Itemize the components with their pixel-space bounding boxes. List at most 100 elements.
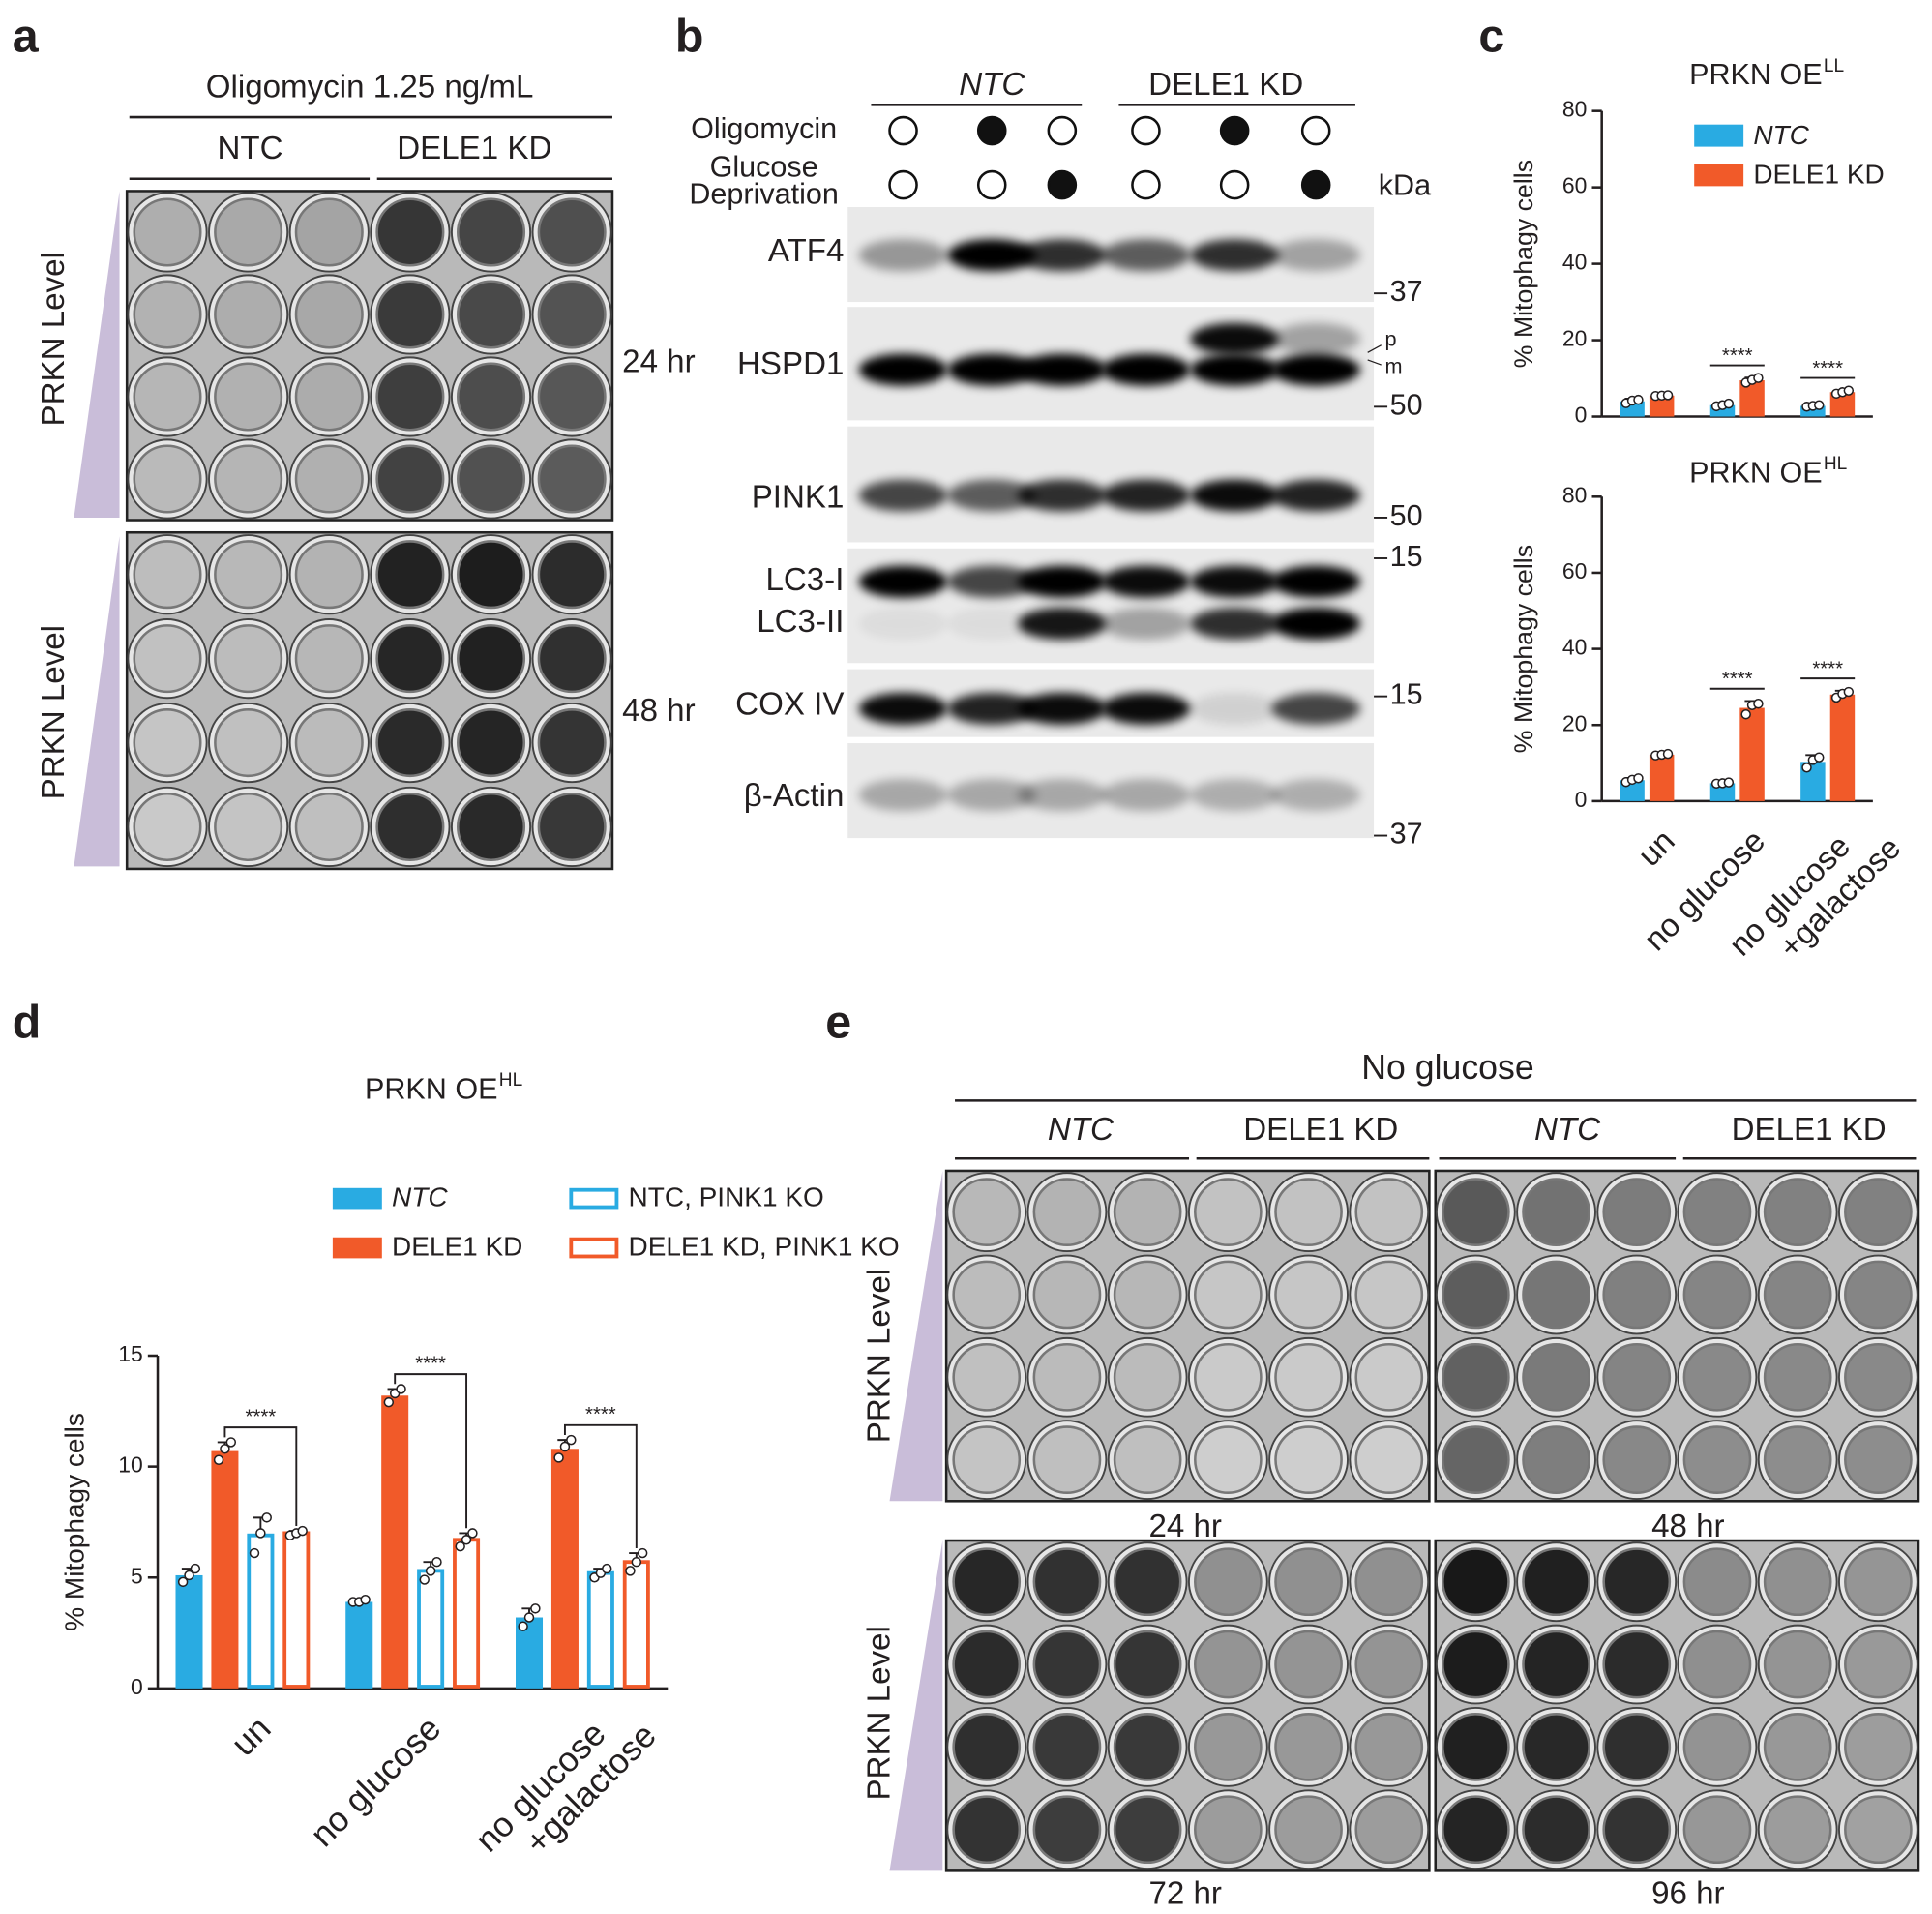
band <box>947 353 1037 386</box>
row-label: PRKN Level <box>36 625 72 799</box>
y-tick-label: 0 <box>131 1674 143 1699</box>
time-label: 72 hr <box>1148 1876 1221 1912</box>
well <box>952 1795 1022 1865</box>
well <box>1032 1342 1102 1412</box>
well <box>1194 1795 1263 1865</box>
well <box>457 540 526 610</box>
x-tick-label-group: un <box>1631 823 1681 874</box>
band <box>1101 565 1191 598</box>
band <box>947 778 1037 812</box>
band <box>1190 353 1279 386</box>
data-point <box>249 1547 260 1559</box>
y-axis-label: % Mitophagy cells <box>1509 160 1538 368</box>
well <box>1844 1547 1913 1617</box>
data-point <box>383 1396 395 1408</box>
bar <box>1829 694 1856 801</box>
well <box>1763 1342 1832 1412</box>
bar <box>586 1570 614 1689</box>
level-triangle <box>74 536 120 867</box>
band-pointer <box>1367 359 1382 366</box>
well <box>1032 1178 1102 1246</box>
legend-swatch <box>1694 124 1744 147</box>
well <box>1274 1260 1343 1330</box>
chart-title-superscript: HL <box>1824 454 1847 474</box>
band <box>858 607 948 641</box>
chart-title-superscript: LL <box>1824 56 1844 76</box>
well <box>952 1178 1022 1246</box>
well <box>1682 1178 1752 1246</box>
well <box>1442 1630 1510 1699</box>
condition-label: Oligomycin <box>691 112 837 145</box>
well <box>1763 1178 1832 1246</box>
well <box>1354 1630 1424 1699</box>
x-tick-label-group: no glucose+galactose <box>467 1714 663 1862</box>
well <box>1274 1178 1343 1246</box>
x-tick-label: no glucose <box>303 1709 448 1854</box>
y-tick-label: 15 <box>118 1341 142 1366</box>
well <box>133 624 202 694</box>
data-point <box>297 1525 308 1537</box>
data-point <box>396 1384 406 1394</box>
significance-label: **** <box>415 1353 446 1374</box>
blot-label: β-Actin <box>744 778 845 814</box>
well <box>457 624 526 694</box>
y-tick-label: 80 <box>1562 482 1587 507</box>
well <box>952 1630 1022 1699</box>
treatment-marker <box>1219 115 1250 146</box>
band <box>858 692 948 725</box>
data-point <box>1740 709 1751 720</box>
well <box>375 792 445 862</box>
chart-title: PRKN OE <box>1689 456 1822 489</box>
y-tick-label: 60 <box>1562 173 1587 198</box>
band <box>1271 778 1361 812</box>
data-point <box>177 1576 189 1588</box>
plate <box>944 1539 1431 1872</box>
band <box>858 778 948 812</box>
group-label: NTC <box>959 67 1025 103</box>
data-point <box>637 1547 648 1559</box>
group-label: DELE1 KD <box>1732 1112 1887 1148</box>
well <box>1844 1795 1913 1865</box>
data-point <box>419 1574 430 1585</box>
well <box>537 792 607 862</box>
marker-label: 37 <box>1390 275 1423 308</box>
x-tick-label-group: un <box>223 1709 278 1763</box>
band <box>947 607 1037 641</box>
condition-label: Deprivation <box>689 178 839 211</box>
well <box>1763 1713 1832 1781</box>
bar <box>175 1574 203 1689</box>
bar <box>1739 707 1765 801</box>
well <box>133 362 202 432</box>
plate <box>125 530 614 871</box>
band <box>1271 239 1361 272</box>
well <box>1274 1795 1343 1865</box>
well <box>375 540 445 610</box>
bar <box>550 1449 579 1689</box>
legend-swatch <box>332 1187 382 1210</box>
y-tick-label: 0 <box>1575 403 1588 428</box>
data-point <box>1753 699 1764 709</box>
bar <box>211 1450 239 1689</box>
well <box>1682 1713 1752 1781</box>
group-label: NTC <box>1048 1112 1115 1148</box>
data-point <box>1814 752 1825 763</box>
well <box>1522 1260 1590 1330</box>
legend-swatch <box>569 1237 619 1259</box>
well <box>1194 1342 1263 1412</box>
y-tick-label: 40 <box>1562 635 1587 660</box>
bar <box>1709 404 1736 417</box>
band <box>1190 607 1279 641</box>
data-point <box>461 1535 472 1545</box>
level-triangle <box>74 191 120 518</box>
band-pointer <box>1367 344 1382 353</box>
data-point <box>261 1512 272 1523</box>
data-point <box>184 1570 194 1581</box>
well <box>1763 1425 1832 1494</box>
x-tick-label: un <box>1631 823 1681 874</box>
well <box>1354 1713 1424 1781</box>
band <box>1017 565 1107 598</box>
well <box>1194 1260 1263 1330</box>
well <box>133 280 202 349</box>
blot-label: HSPD1 <box>737 346 844 382</box>
well <box>1113 1713 1182 1781</box>
